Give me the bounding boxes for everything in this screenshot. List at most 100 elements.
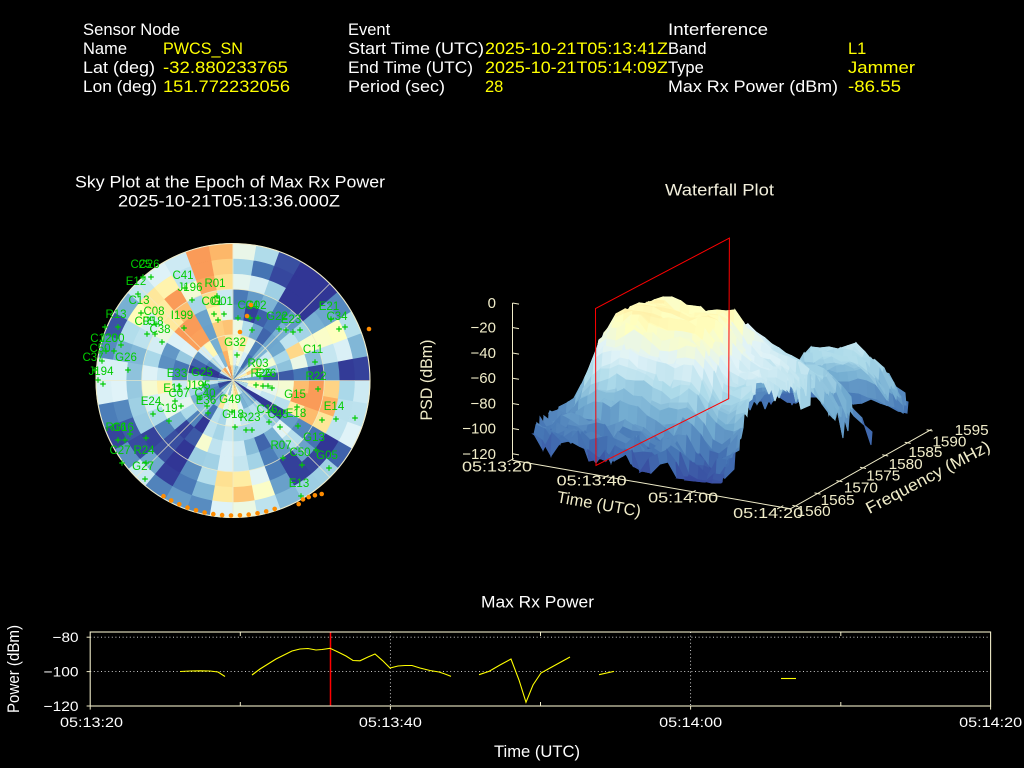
svg-text:R01: R01	[204, 278, 225, 290]
svg-text:Start Time (UTC): Start Time (UTC)	[348, 40, 484, 58]
svg-text:C50: C50	[89, 343, 110, 355]
svg-text:End Time (UTC): End Time (UTC)	[348, 59, 473, 77]
svg-text:−80: −80	[53, 629, 79, 645]
svg-text:G49: G49	[219, 394, 241, 406]
svg-text:C40: C40	[194, 388, 215, 400]
svg-text:Type: Type	[668, 59, 704, 77]
svg-text:C01: C01	[201, 296, 222, 308]
svg-text:C45: C45	[267, 409, 288, 421]
svg-text:R16: R16	[105, 422, 126, 434]
svg-text:Band: Band	[668, 40, 707, 58]
svg-text:−60: −60	[471, 370, 496, 387]
svg-text:J196: J196	[178, 282, 203, 294]
svg-text:Waterfall Plot: Waterfall Plot	[665, 182, 774, 200]
svg-text:J200: J200	[100, 333, 125, 345]
svg-text:R26: R26	[250, 368, 271, 380]
svg-text:C26: C26	[138, 259, 159, 271]
svg-text:Sensor Node: Sensor Node	[83, 21, 180, 39]
svg-text:2025-10-21T05:13:36.000Z: 2025-10-21T05:13:36.000Z	[118, 193, 340, 211]
svg-text:C19: C19	[156, 403, 177, 415]
svg-text:R22: R22	[305, 371, 326, 383]
svg-text:1590: 1590	[932, 433, 966, 450]
svg-text:05:14:20: 05:14:20	[959, 714, 1022, 730]
svg-text:−20: −20	[471, 320, 496, 337]
svg-text:C04: C04	[237, 300, 259, 312]
svg-text:−100: −100	[462, 421, 496, 438]
svg-text:L1: L1	[848, 40, 866, 58]
svg-text:E12: E12	[126, 276, 146, 288]
svg-text:2025-10-21T05:14:09Z: 2025-10-21T05:14:09Z	[485, 59, 668, 77]
svg-text:C38: C38	[149, 324, 170, 336]
svg-text:E18: E18	[286, 408, 306, 420]
svg-text:Power (dBm): Power (dBm)	[5, 625, 23, 713]
svg-text:E21: E21	[319, 301, 339, 313]
svg-text:R23: R23	[239, 412, 260, 424]
svg-text:−120: −120	[462, 446, 496, 463]
svg-text:05:13:40: 05:13:40	[557, 473, 627, 490]
svg-text:1565: 1565	[821, 492, 855, 509]
svg-text:C41: C41	[172, 270, 193, 282]
svg-text:G13: G13	[303, 432, 325, 444]
svg-text:I199: I199	[171, 310, 193, 322]
svg-text:1570: 1570	[844, 479, 878, 496]
svg-text:G22: G22	[266, 311, 288, 323]
svg-text:G32: G32	[224, 337, 246, 349]
svg-text:E23: E23	[281, 314, 301, 326]
svg-text:-86.55: -86.55	[848, 78, 901, 96]
svg-text:G15: G15	[284, 389, 306, 401]
svg-text:05:14:00: 05:14:00	[648, 489, 718, 506]
svg-text:05:14:00: 05:14:00	[659, 714, 722, 730]
svg-text:Event: Event	[348, 21, 391, 39]
svg-text:E26: E26	[256, 368, 276, 380]
svg-text:C13: C13	[128, 295, 149, 307]
svg-text:C27: C27	[109, 445, 130, 457]
svg-text:−80: −80	[471, 396, 496, 413]
svg-text:G01: G01	[211, 296, 233, 308]
svg-text:1595: 1595	[955, 422, 989, 439]
svg-text:Time (UTC): Time (UTC)	[494, 743, 580, 761]
svg-text:-32.880233765: -32.880233765	[163, 59, 288, 77]
svg-text:R07: R07	[270, 440, 291, 452]
svg-text:C120: C120	[90, 333, 118, 345]
svg-text:05:13:20: 05:13:20	[462, 459, 532, 476]
svg-text:0: 0	[488, 295, 496, 312]
svg-text:G25: G25	[191, 367, 213, 379]
svg-text:Interference: Interference	[668, 21, 768, 39]
svg-text:E36: E36	[196, 395, 216, 407]
svg-text:Name: Name	[83, 40, 127, 58]
svg-text:G27: G27	[132, 461, 154, 473]
svg-text:E13: E13	[289, 478, 309, 490]
svg-text:Lon (deg): Lon (deg)	[83, 78, 157, 96]
svg-text:C16: C16	[256, 404, 277, 416]
svg-text:G05: G05	[316, 450, 338, 462]
svg-text:J194: J194	[89, 366, 115, 378]
svg-text:Period (sec): Period (sec)	[348, 78, 445, 96]
svg-text:G16: G16	[112, 422, 134, 434]
svg-text:−40: −40	[471, 345, 496, 362]
svg-text:E11: E11	[163, 383, 183, 395]
svg-text:Sky Plot at the Epoch of Max R: Sky Plot at the Epoch of Max Rx Power	[75, 174, 386, 192]
svg-text:05:14:20: 05:14:20	[733, 505, 803, 522]
svg-text:Max Rx Power (dBm): Max Rx Power (dBm)	[668, 78, 838, 96]
svg-text:E24: E24	[141, 396, 162, 408]
svg-text:R03: R03	[247, 358, 268, 370]
svg-text:G18: G18	[222, 409, 244, 421]
svg-text:Max Rx Power: Max Rx Power	[481, 594, 595, 612]
svg-text:PSD (dBm): PSD (dBm)	[418, 340, 436, 421]
svg-text:C05: C05	[134, 316, 155, 328]
svg-text:C08: C08	[143, 306, 164, 318]
svg-text:E33: E33	[167, 368, 187, 380]
svg-text:Jammer: Jammer	[848, 59, 916, 77]
svg-text:05:13:20: 05:13:20	[60, 714, 123, 730]
svg-text:−100: −100	[44, 664, 79, 680]
svg-text:1560: 1560	[797, 503, 831, 520]
svg-text:E14: E14	[324, 401, 345, 413]
svg-text:R13: R13	[105, 309, 126, 321]
svg-text:1580: 1580	[889, 456, 923, 473]
svg-text:Lat (deg): Lat (deg)	[83, 59, 155, 77]
svg-text:R18: R18	[142, 316, 163, 328]
svg-text:R24: R24	[133, 445, 155, 457]
svg-text:G26: G26	[115, 352, 137, 364]
svg-text:1575: 1575	[866, 468, 900, 485]
svg-text:C11: C11	[303, 344, 323, 356]
